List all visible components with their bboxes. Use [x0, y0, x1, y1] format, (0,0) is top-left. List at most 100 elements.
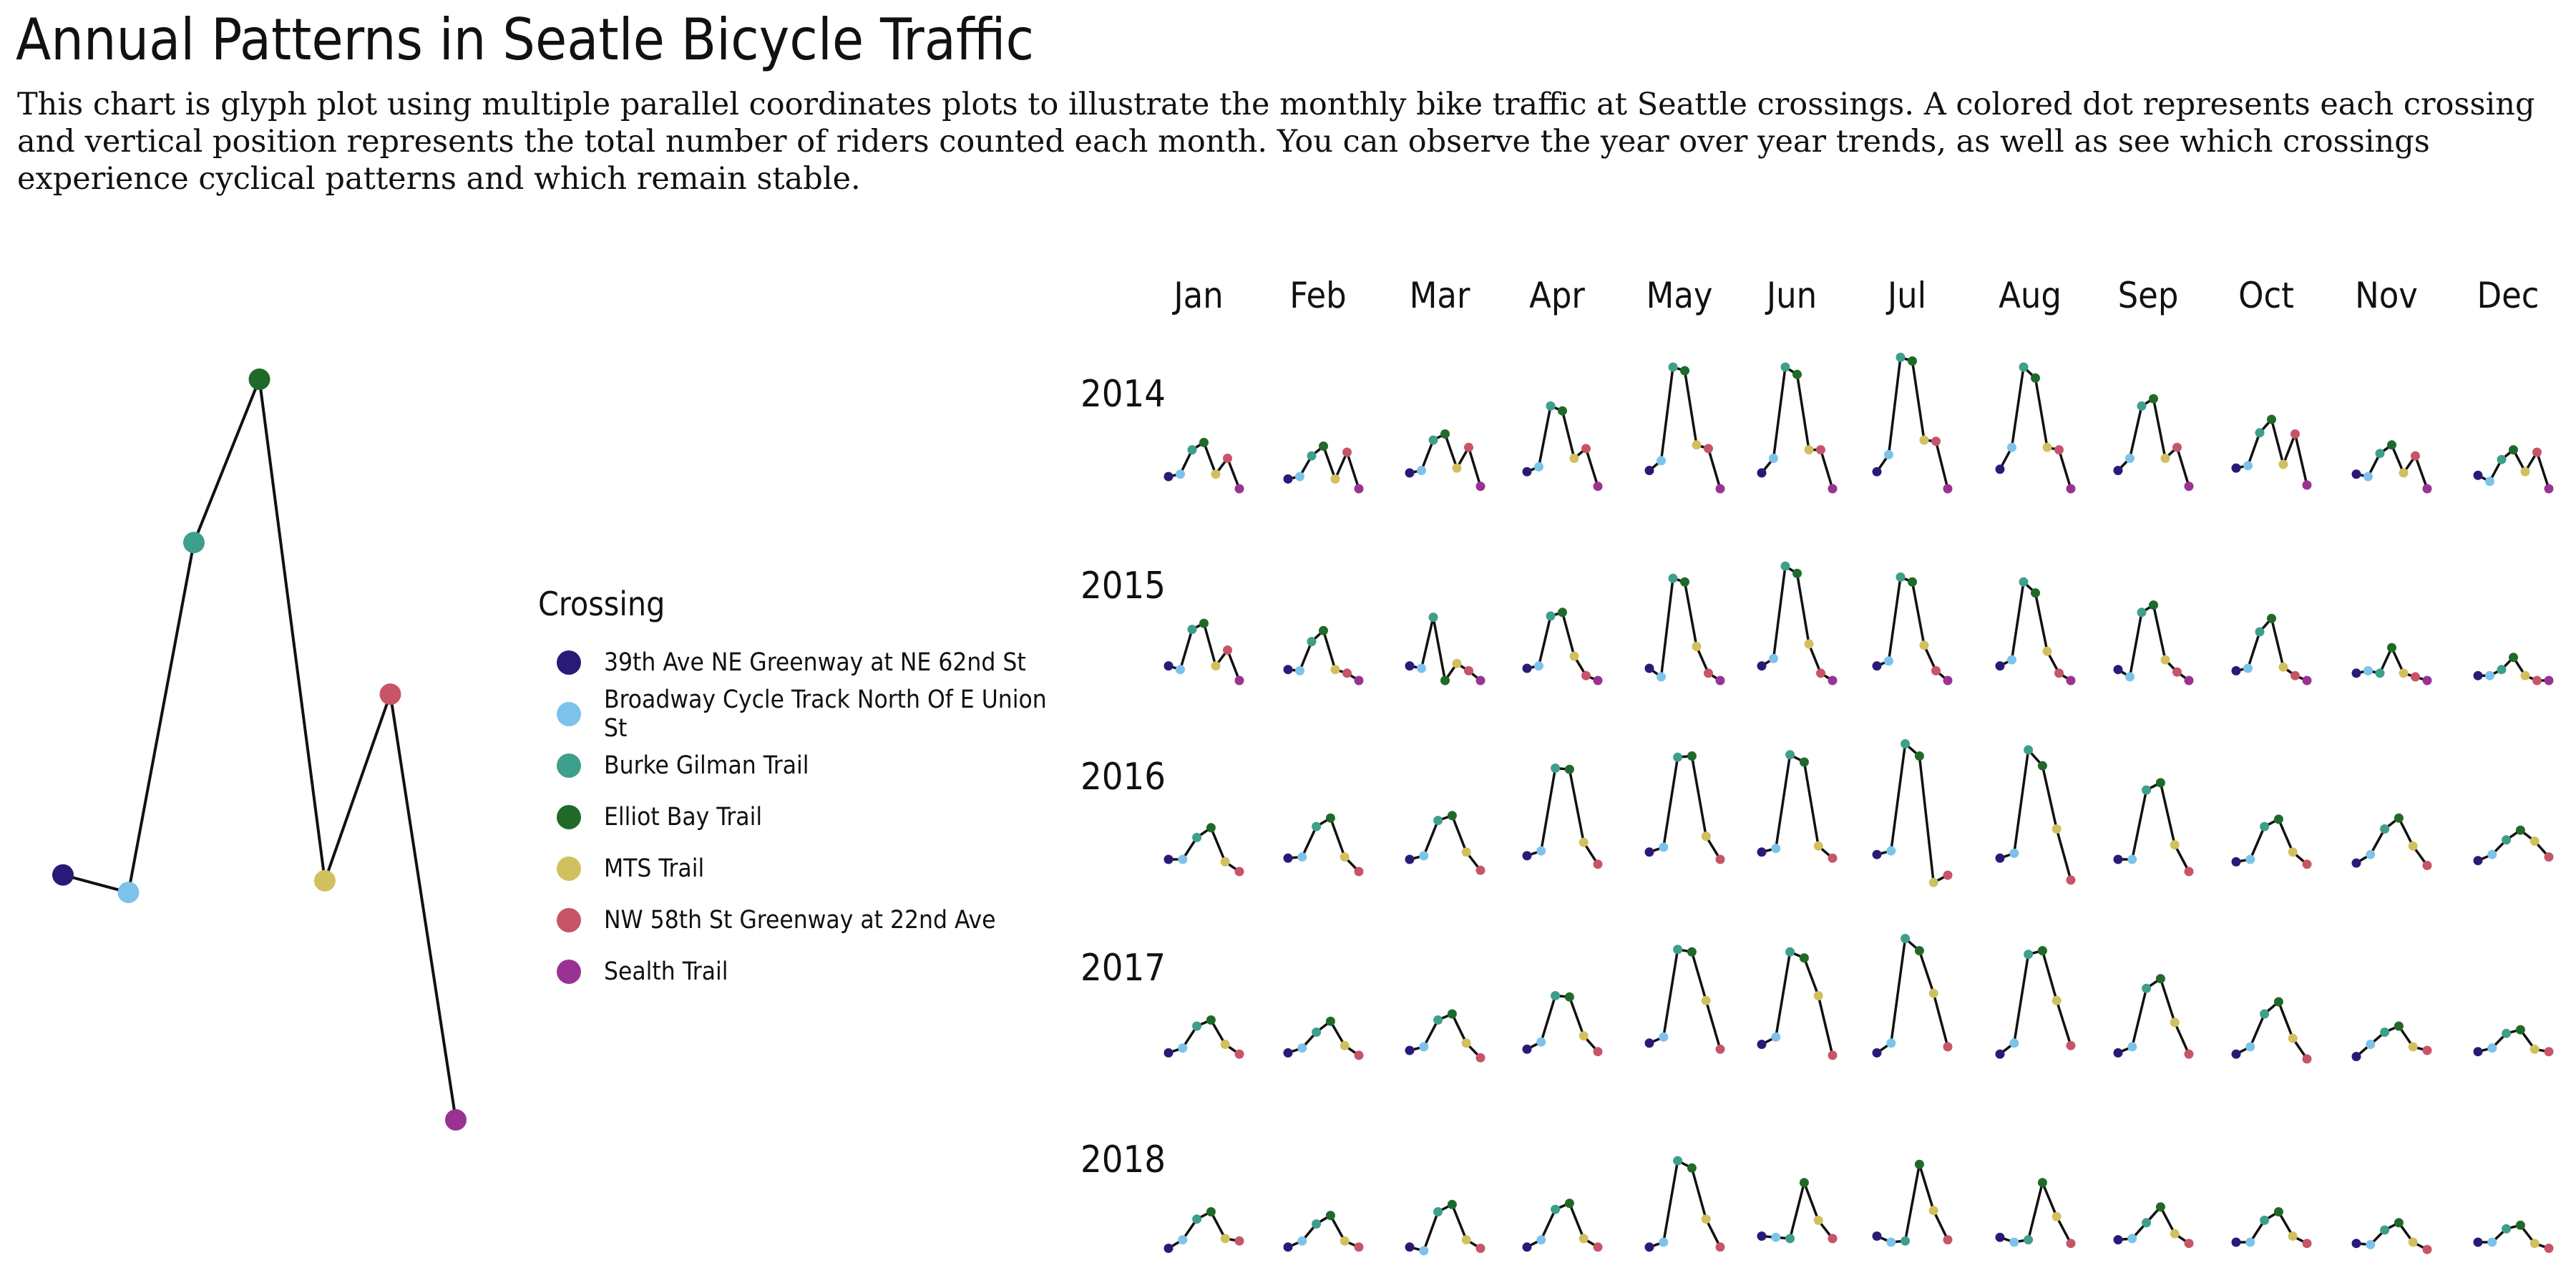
glyph-dot [2113, 854, 2123, 864]
glyph-dot [2399, 668, 2409, 678]
glyph-dot [1433, 1207, 1443, 1216]
glyph-dot [2351, 1052, 2361, 1061]
glyph-dot [1283, 665, 1293, 675]
glyph-dot [1828, 853, 1838, 863]
glyph-dot [1804, 639, 1814, 649]
year-label: 2014 [1080, 373, 1166, 416]
glyph-dot [1771, 844, 1781, 854]
glyph-dot [1668, 573, 1678, 583]
glyph-dot [1581, 670, 1591, 680]
glyph-dot [1452, 463, 1462, 473]
glyph-dot [1211, 661, 1221, 671]
glyph-dot [2363, 665, 2373, 675]
legend-swatch [557, 650, 581, 675]
glyph-dot [2037, 1178, 2047, 1188]
glyph-dot [1433, 1015, 1443, 1025]
glyph-dot [2290, 429, 2300, 439]
glyph-dot [2473, 1047, 2483, 1057]
glyph-dot [1659, 842, 1669, 852]
glyph-dot [2529, 836, 2540, 846]
glyph-line [1761, 1178, 1834, 1240]
glyph-dot [2260, 821, 2270, 831]
glyph-dot [2155, 1202, 2165, 1212]
glyph-dot [1757, 1231, 1767, 1241]
glyph-dot [1206, 1207, 1216, 1216]
glyph-dot [2515, 1025, 2525, 1035]
glyph-dot [1461, 1235, 1471, 1245]
glyph-dot [1896, 572, 1906, 582]
glyph-line [1409, 814, 1482, 872]
glyph-dot [1659, 1237, 1669, 1247]
glyph-dot [2024, 1235, 2034, 1245]
glyph-dot [1433, 816, 1443, 826]
glyph-dot [1995, 1232, 2005, 1242]
glyph-dot [1354, 1050, 1364, 1060]
glyph-dot [1283, 474, 1293, 484]
glyph-dot [1536, 846, 1546, 856]
month-label: Jun [1765, 275, 1817, 316]
glyph-dot [2288, 1033, 2298, 1043]
glyph-dot [2113, 1048, 2123, 1058]
glyph-line [1999, 1179, 2072, 1244]
glyph-dot [1701, 831, 1711, 841]
glyph-dot [2544, 675, 2554, 686]
glyph-dot [2155, 778, 2165, 788]
glyph-dot [2302, 859, 2312, 869]
glyph-dot [1593, 482, 1603, 492]
month-label: Dec [2477, 275, 2539, 316]
glyph-dot [1319, 441, 1328, 451]
glyph-dot [1447, 811, 1457, 821]
glyph-dot [2137, 608, 2147, 618]
legend-label: 39th Ave NE Greenway at NE 62nd St [604, 648, 1026, 677]
glyph-dot [1872, 661, 1882, 671]
glyph-dot [1297, 1043, 1307, 1053]
glyph-dot [1928, 988, 1938, 998]
glyph-dot [1785, 1234, 1795, 1244]
glyph-dot [1295, 472, 1304, 482]
glyph-dot [1163, 1048, 1174, 1058]
glyph-dot [1405, 468, 1415, 478]
legend-item: 39th Ave NE Greenway at NE 62nd St [538, 637, 1053, 688]
glyph-dot [1928, 877, 1938, 887]
example-glyph-dot [248, 369, 270, 390]
glyph-dot [1668, 362, 1678, 372]
glyph-dot [1551, 991, 1561, 1000]
glyph-dot [2267, 613, 2276, 623]
glyph-dot [1931, 665, 1941, 675]
glyph-dot [2288, 1231, 2298, 1241]
year-label: 2018 [1080, 1138, 1166, 1181]
glyph-line [1169, 826, 1240, 873]
glyph-dot [2399, 468, 2409, 478]
glyph-dot [2515, 1220, 2525, 1230]
glyph-dot [1886, 1038, 1896, 1048]
glyph-dot [1704, 444, 1713, 454]
glyph-dot [2422, 1045, 2432, 1055]
glyph-line [1409, 1202, 1481, 1252]
month-label: Feb [1289, 275, 1346, 316]
glyph-dot [2149, 600, 2158, 610]
glyph-dot [1995, 464, 2005, 474]
legend-label: Elliot Bay Trail [604, 803, 763, 831]
glyph-dot [1828, 1234, 1838, 1244]
glyph-dot [1692, 440, 1702, 450]
glyph-dot [1659, 1032, 1669, 1042]
glyph-dot [1447, 1199, 1457, 1209]
glyph-dot [1234, 1049, 1244, 1059]
glyph-dot [2037, 761, 2047, 771]
glyph-dot [1995, 853, 2005, 863]
glyph-dot [1223, 454, 1232, 463]
glyph-dot [2160, 655, 2170, 665]
glyph-dot [1546, 611, 1556, 621]
glyph-dot [1995, 661, 2005, 671]
glyph-dot [1440, 429, 1450, 439]
legend-swatch [557, 805, 581, 829]
legend-item: Burke Gilman Trail [538, 740, 1053, 791]
glyph-line [1876, 1163, 1949, 1244]
glyph-dot [1928, 1206, 1938, 1216]
glyph-dot [1340, 852, 1350, 862]
glyph-dot [1325, 1016, 1335, 1026]
glyph-dot [1804, 445, 1814, 455]
month-label: Apr [1529, 275, 1585, 316]
glyph-dot [2422, 1244, 2432, 1254]
glyph-dot [2380, 1225, 2390, 1235]
